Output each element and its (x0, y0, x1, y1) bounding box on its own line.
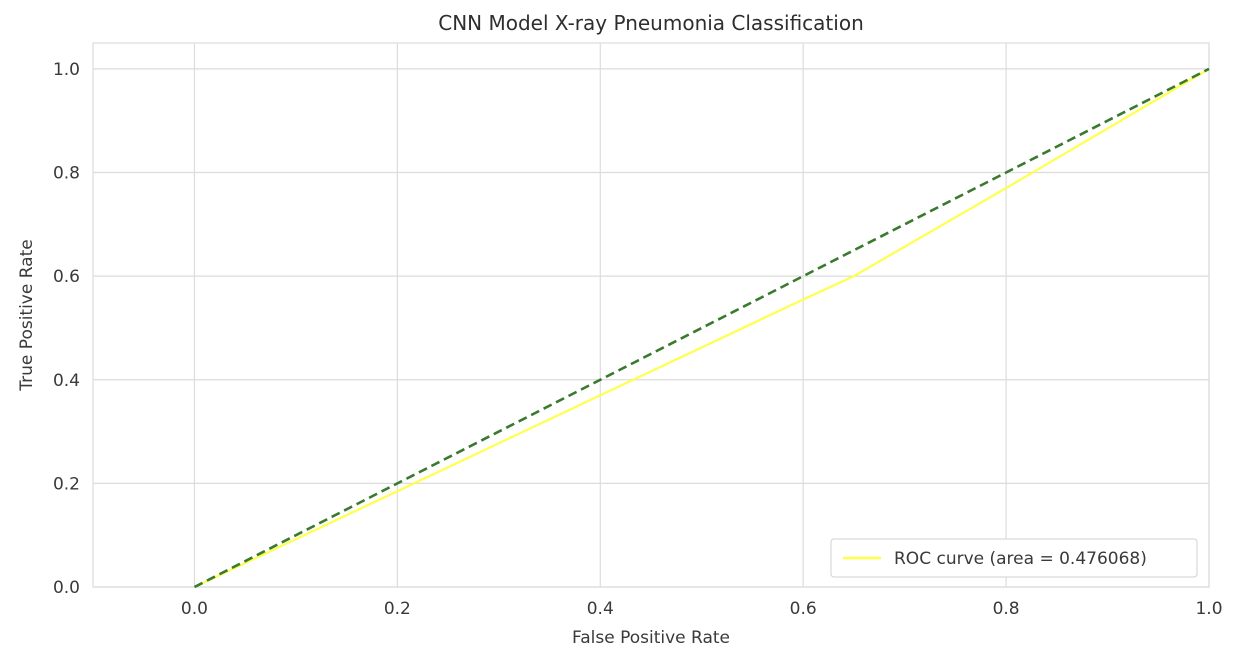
y-tick-labels: 0.0 0.2 0.4 0.6 0.8 1.0 (53, 60, 80, 598)
y-tick-label: 0.8 (53, 164, 80, 184)
y-axis-label: True Positive Rate (17, 239, 37, 391)
x-tick-label: 0.0 (181, 599, 208, 619)
axes-border (92, 42, 1210, 588)
y-tick-label: 0.2 (53, 474, 80, 494)
x-tick-label: 0.8 (993, 599, 1020, 619)
x-tick-label: 0.4 (587, 599, 614, 619)
plot-area (93, 43, 1209, 587)
x-tick-label: 0.2 (384, 599, 411, 619)
y-tick-label: 1.0 (53, 60, 80, 80)
x-axis-label: False Positive Rate (572, 628, 730, 648)
x-tick-label: 1.0 (1195, 599, 1222, 619)
x-tick-label: 0.6 (790, 599, 817, 619)
legend: ROC curve (area = 0.476068) (830, 538, 1198, 578)
y-tick-label: 0.0 (53, 578, 80, 598)
axes-frame (92, 42, 1210, 588)
series-layer (193, 67, 1210, 589)
y-tick-label: 0.4 (53, 371, 80, 391)
y-tick-label: 0.6 (53, 267, 80, 287)
x-tick-labels: 0.0 0.2 0.4 0.6 0.8 1.0 (181, 599, 1223, 619)
legend-label: ROC curve (area = 0.476068) (894, 549, 1147, 569)
chart-title: CNN Model X-ray Pneumonia Classification (438, 11, 864, 35)
roc-curve-line (194, 67, 1210, 588)
diagonal-reference-line (193, 67, 1210, 589)
legend-box (830, 538, 1198, 578)
